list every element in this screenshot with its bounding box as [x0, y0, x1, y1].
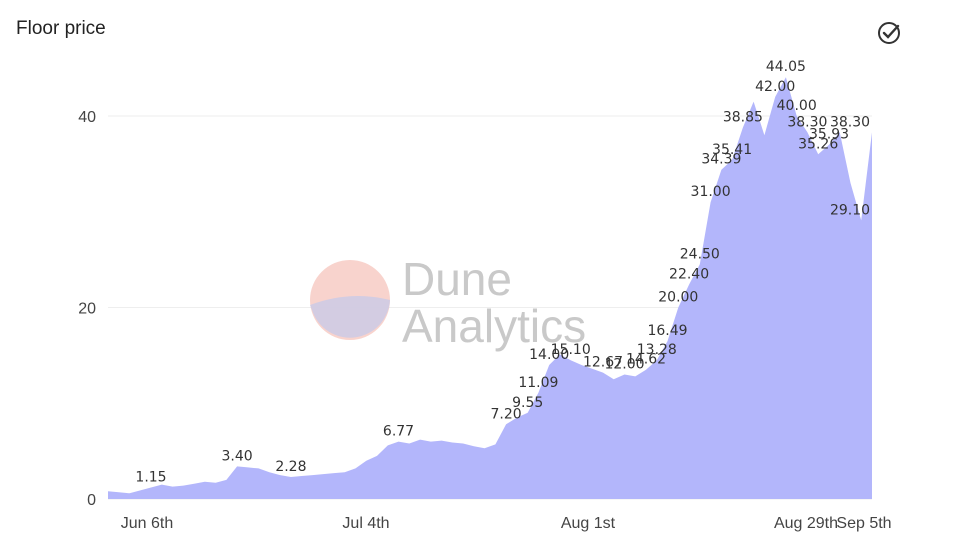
data-label: 6.77: [383, 424, 414, 440]
y-axis: 0 20 40: [78, 109, 96, 509]
data-label: 35.93: [809, 127, 849, 143]
data-label: 35.41: [712, 142, 752, 158]
area-series: [108, 77, 872, 499]
data-label: 34.39: [701, 152, 741, 168]
watermark-line2: Analytics: [402, 300, 586, 352]
data-label: 3.40: [222, 448, 253, 464]
data-label: 2.28: [275, 459, 306, 475]
watermark-line1: Dune: [402, 253, 512, 305]
y-tick-label: 20: [78, 301, 96, 318]
x-tick-label: Jun 6th: [121, 515, 173, 532]
data-label: 35.26: [798, 136, 838, 152]
check-circle-icon[interactable]: [876, 20, 902, 46]
x-tick-label: Aug 29th: [774, 515, 838, 532]
watermark: Dune Analytics: [310, 253, 586, 352]
data-label: 38.30: [830, 114, 870, 130]
data-label: 44.05: [766, 59, 806, 75]
data-label: 1.15: [135, 470, 166, 486]
y-tick-label: 40: [78, 109, 96, 126]
chart-title: Floor price: [16, 18, 106, 39]
data-label: 14.00: [529, 347, 569, 363]
data-label: 29.10: [830, 202, 870, 218]
data-label: 15.10: [551, 342, 591, 358]
data-label: 22.40: [669, 267, 709, 283]
data-label: 9.55: [512, 395, 543, 411]
data-label: 16.49: [647, 323, 687, 339]
data-label: 7.20: [491, 406, 522, 422]
data-label: 31.00: [691, 184, 731, 200]
data-label: 24.50: [680, 246, 720, 262]
data-label: 11.09: [518, 375, 558, 391]
x-tick-label: Jul 4th: [342, 515, 389, 532]
data-label: 20.00: [658, 290, 698, 306]
data-labels: 1.153.402.286.777.209.5511.0914.0015.101…: [135, 59, 870, 485]
y-tick-label: 0: [87, 492, 96, 509]
x-tick-label: Sep 5th: [836, 515, 891, 532]
data-label: 13.28: [637, 342, 677, 358]
data-label: 12.00: [604, 357, 644, 373]
data-label: 40.00: [777, 98, 817, 114]
data-label: 14.62: [626, 352, 666, 368]
data-label: 38.30: [787, 114, 827, 130]
data-label: 38.85: [723, 110, 763, 126]
data-label: 12.67: [583, 355, 623, 371]
data-label: 42.00: [755, 79, 795, 95]
x-tick-label: Aug 1st: [561, 515, 616, 532]
